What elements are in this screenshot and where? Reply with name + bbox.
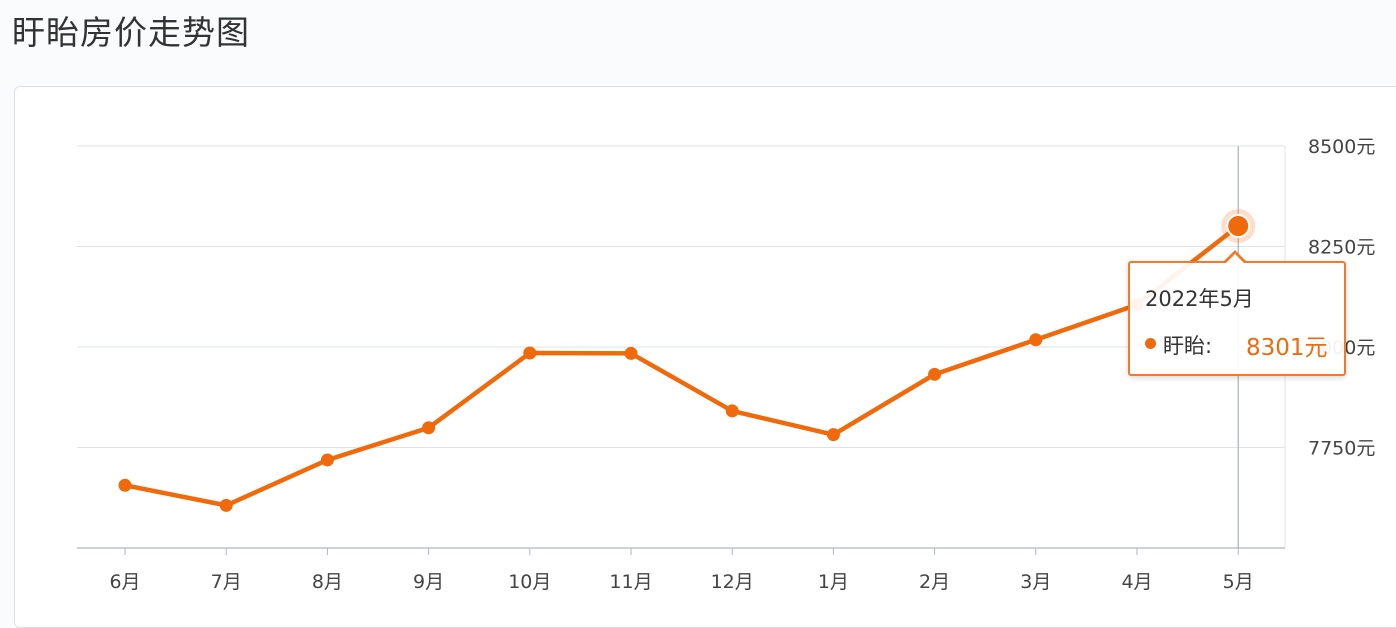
x-tick-label: 3月 — [1020, 571, 1051, 593]
tooltip-value: 8301元 — [1246, 335, 1328, 361]
y-tick-label: 8250元 — [1308, 237, 1375, 259]
highlight-point — [1226, 213, 1251, 238]
x-tick-label: 10月 — [508, 571, 551, 593]
page-title: 盱眙房价走势图 — [12, 13, 250, 52]
data-point — [422, 421, 436, 435]
data-point — [523, 346, 537, 360]
data-points — [118, 208, 1256, 512]
chart-tooltip: 2022年5月 盱眙: 8301元 — [1128, 261, 1346, 376]
data-point — [624, 346, 638, 360]
y-tick-label: 8500元 — [1308, 136, 1375, 158]
tooltip-series-name: 盱眙: — [1163, 334, 1213, 358]
x-tick-label: 4月 — [1121, 571, 1152, 593]
tooltip-date: 2022年5月 — [1145, 287, 1254, 311]
x-tick-label: 7月 — [211, 571, 242, 593]
x-tick-label: 6月 — [109, 571, 140, 593]
data-point — [826, 428, 840, 442]
x-tick-label: 11月 — [609, 571, 652, 593]
y-tick-label: 7750元 — [1308, 438, 1375, 460]
x-axis: 6月 7月 8月 9月 10月 11月 12月 1月 2月 3月 4月 5月 — [77, 547, 1285, 593]
series-line — [122, 223, 1241, 508]
data-point — [219, 498, 233, 512]
x-tick-label: 5月 — [1223, 571, 1254, 593]
x-tick-label: 2月 — [919, 571, 950, 593]
x-tick-label: 8月 — [312, 571, 343, 593]
x-tick-label: 9月 — [413, 571, 444, 593]
data-point — [928, 367, 942, 381]
data-point — [118, 478, 132, 492]
x-tick-label: 1月 — [818, 571, 849, 593]
data-point — [320, 453, 334, 467]
tooltip-arrow-inner — [1225, 254, 1245, 264]
data-point — [725, 404, 739, 418]
grid-lines — [77, 145, 1286, 548]
tooltip-series-dot — [1145, 338, 1156, 349]
series-line-path — [122, 223, 1241, 508]
data-point — [1029, 333, 1043, 347]
x-tick-label: 12月 — [711, 571, 754, 593]
